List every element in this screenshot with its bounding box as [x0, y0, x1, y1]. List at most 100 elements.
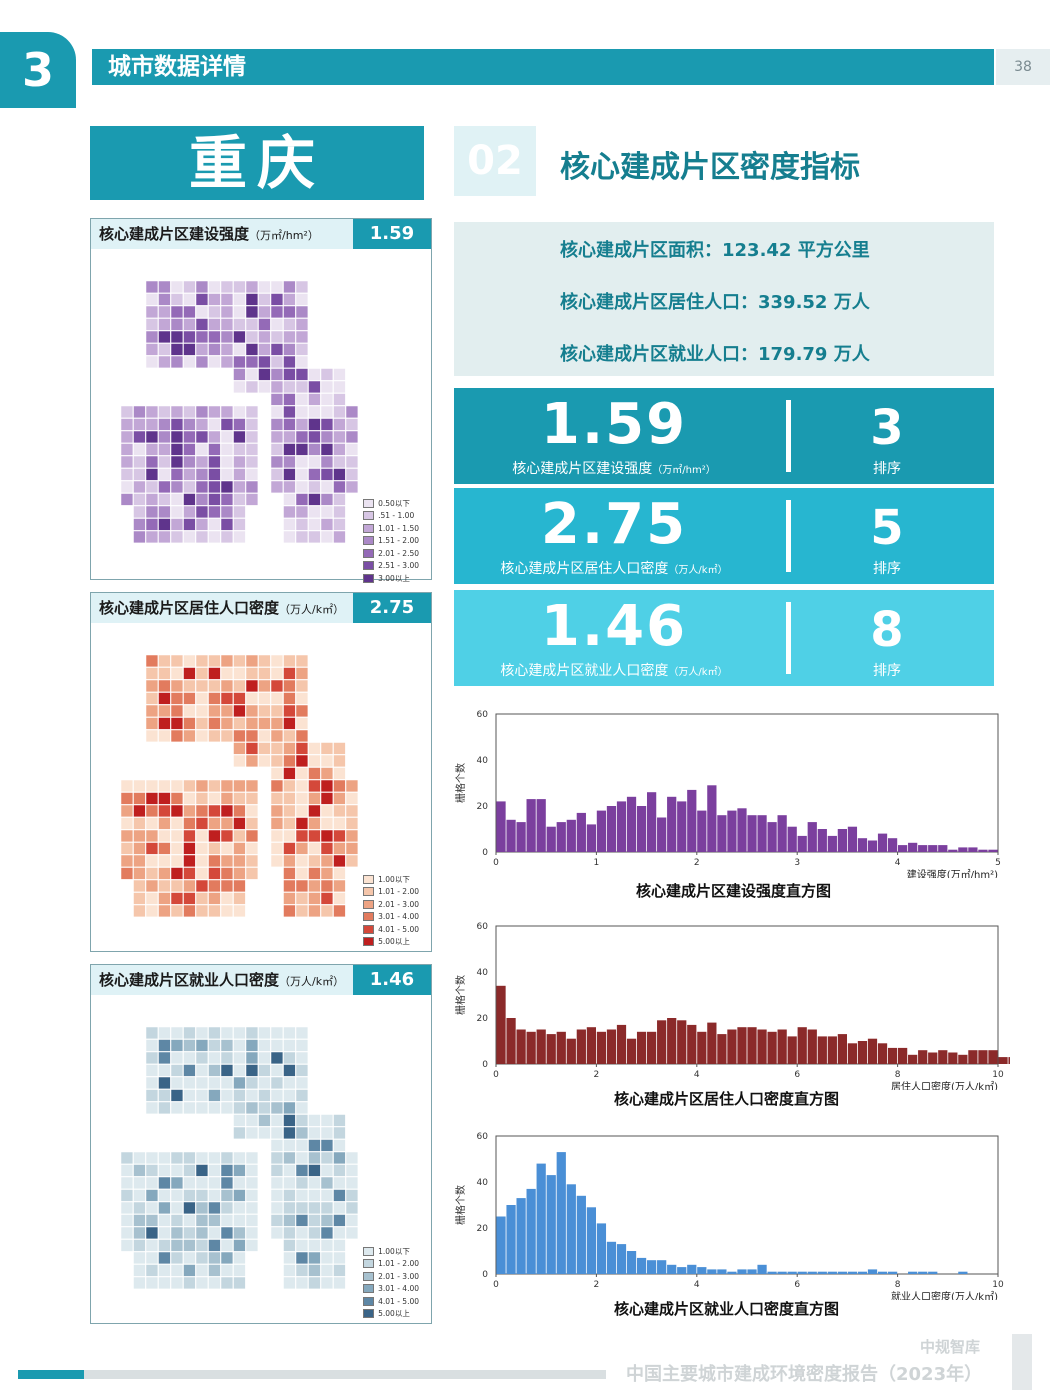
map-cell	[345, 1201, 359, 1215]
map-cell	[195, 867, 209, 880]
map-cell	[320, 1226, 334, 1240]
footer-report-title: 中国主要城市建成环境密度报告（2023年）	[626, 1364, 983, 1385]
map-cell	[308, 1164, 321, 1177]
map-cell	[270, 842, 284, 855]
map-cell	[245, 1164, 259, 1177]
map-cell	[195, 1101, 209, 1115]
histogram-bar	[978, 1050, 988, 1064]
map-cell	[208, 518, 221, 531]
map-title-text: 核心建成片区建设强度	[99, 225, 250, 243]
map-cell	[233, 679, 246, 693]
map-cell	[233, 418, 246, 431]
legend-item: 3.01 - 4.00	[363, 1283, 419, 1296]
map-cell	[333, 393, 346, 406]
histogram-employment: 0 2 4 6 8 10 0 20 40 60 栅格个数 就业人口密度(万人/k㎡) 核心建成片区就业…	[450, 1122, 1010, 1322]
map-cell	[133, 480, 146, 494]
legend-swatch	[363, 937, 375, 947]
map-cell	[145, 667, 159, 680]
map-cell	[183, 1164, 196, 1177]
map-cell	[233, 330, 246, 344]
map-cell	[308, 842, 321, 855]
map-cell	[308, 754, 321, 768]
map-cell	[208, 1201, 221, 1215]
histogram-bar	[948, 849, 958, 852]
map-cell	[183, 867, 196, 880]
map-cell	[220, 1239, 234, 1252]
map-cell	[295, 305, 309, 319]
map-cell	[270, 667, 284, 680]
map-cell	[220, 879, 234, 893]
map-cell	[120, 792, 134, 805]
y-tick-label: 60	[477, 710, 489, 720]
map-cell	[258, 704, 271, 718]
y-tick-label: 20	[477, 1224, 489, 1234]
map-panel-value: 2.75	[353, 593, 431, 623]
histogram-bar	[727, 810, 737, 852]
histogram-bar	[978, 849, 988, 852]
map-cell	[320, 1114, 334, 1127]
map-cell	[158, 1264, 171, 1277]
map-cell	[183, 530, 196, 544]
map-cell	[295, 842, 309, 855]
histogram-bar	[566, 1184, 576, 1274]
x-tick-label: 3	[794, 858, 800, 868]
map-cell	[295, 754, 309, 768]
stat-label-text: 核心建成片区建设强度	[512, 461, 653, 477]
map-panel-value: 1.46	[353, 965, 431, 995]
map-cell	[158, 667, 171, 680]
map-cell	[320, 854, 334, 868]
map-cell	[195, 293, 209, 306]
map-cell	[320, 505, 334, 519]
histogram-bar	[616, 801, 627, 852]
grid-map	[120, 654, 359, 918]
map-cell	[245, 754, 259, 768]
map-cell	[133, 1239, 146, 1252]
map-cell	[170, 667, 184, 680]
map-cell	[233, 1164, 246, 1177]
map-cell	[283, 493, 296, 506]
legend-label: 2.01 - 2.50	[378, 548, 419, 558]
map-cell	[345, 1189, 359, 1202]
map-cell	[183, 468, 196, 481]
map-cell	[208, 280, 221, 294]
map-cell	[158, 305, 171, 319]
histogram-bar	[626, 1038, 637, 1064]
map-cell	[270, 804, 284, 818]
map-cell	[208, 343, 221, 356]
map-cell	[120, 1164, 134, 1177]
map-cell	[183, 717, 196, 730]
histogram-bar	[707, 1269, 717, 1274]
histogram-bar	[1008, 1057, 1010, 1064]
map-cell	[270, 280, 284, 294]
map-cell	[270, 355, 284, 369]
map-cell	[233, 380, 246, 394]
map-cell	[295, 1039, 309, 1052]
map-cell	[308, 393, 321, 406]
histogram-bar	[948, 1052, 958, 1064]
histogram-bar	[988, 849, 998, 852]
map-cell	[270, 679, 284, 693]
map-cell	[258, 1064, 271, 1077]
map-cell	[295, 1101, 309, 1115]
map-cell	[308, 1214, 321, 1227]
map-cell	[158, 443, 171, 456]
map-cell	[158, 1226, 171, 1240]
map-cell	[208, 480, 221, 494]
map-cell	[195, 518, 209, 531]
map-cell	[183, 1051, 196, 1065]
histogram-bar	[918, 1271, 928, 1274]
map-cell	[333, 1276, 346, 1290]
map-cell	[270, 1076, 284, 1090]
map-cell	[308, 405, 321, 419]
legend-label: 4.01 - 5.00	[378, 1296, 419, 1306]
map-panel-employment: 核心建成片区就业人口密度（万人/k㎡） 1.46 1.00以下 1.01 - 2.…	[90, 964, 432, 1324]
map-cell	[133, 1251, 146, 1265]
map-cell	[183, 1214, 196, 1227]
map-cell	[158, 1076, 171, 1090]
map-cell	[183, 480, 196, 494]
map-cell	[183, 667, 196, 680]
map-legend: 1.00以下 1.01 - 2.00 2.01 - 3.00 3.01 - 4.00 4…	[363, 873, 419, 948]
map-cell	[270, 779, 284, 793]
histogram-bar	[817, 1036, 827, 1064]
histogram-bar	[596, 810, 607, 852]
